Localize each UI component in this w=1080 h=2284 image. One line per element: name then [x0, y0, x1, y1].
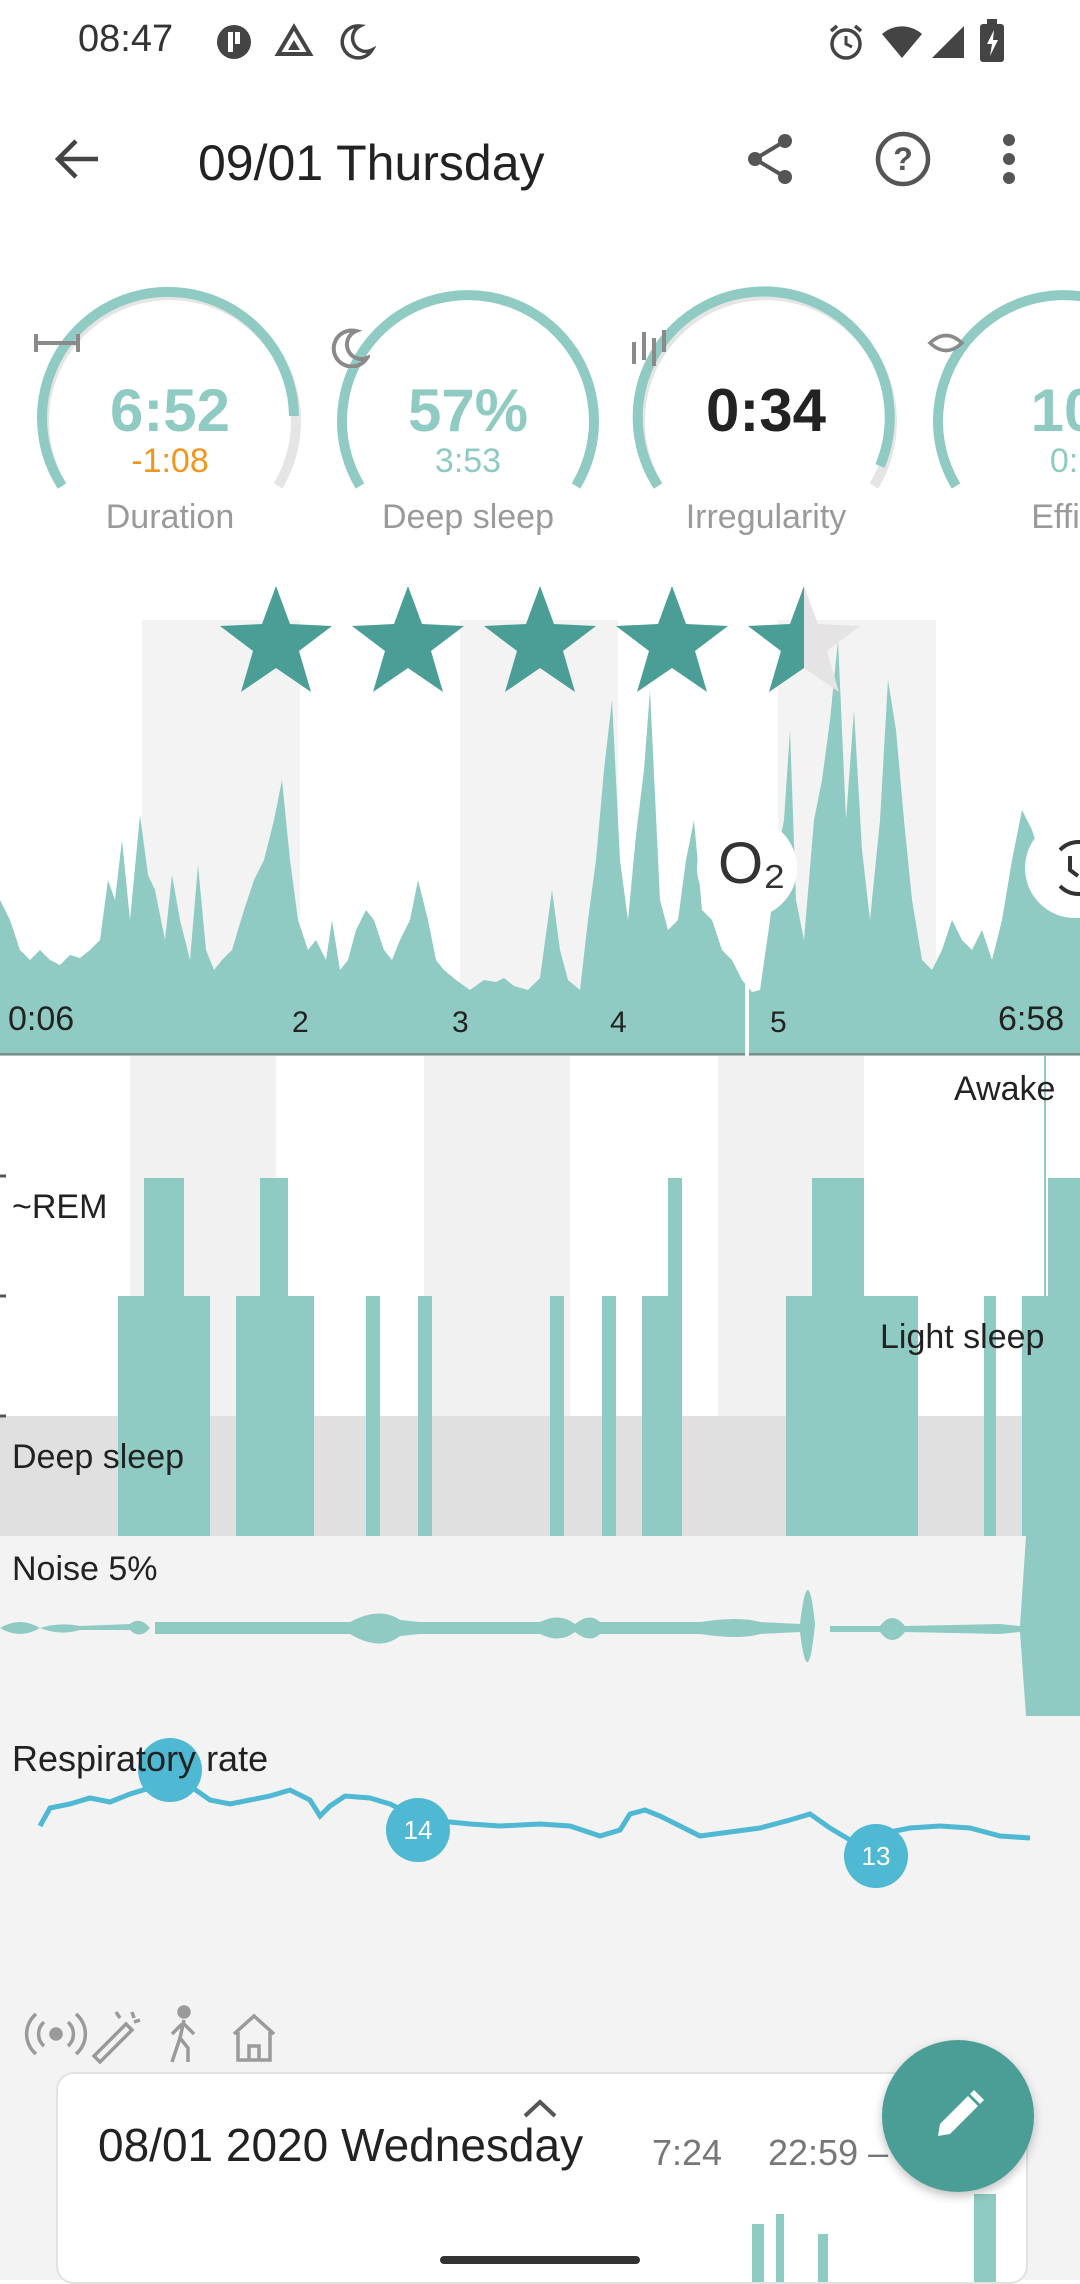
respiratory-marker: 13: [844, 1824, 908, 1888]
respiratory-peak-marker: [138, 1738, 202, 1802]
deep-sleep-label: Deep sleep: [381, 498, 554, 536]
chart-hour-tick: 4: [610, 1006, 627, 1039]
back-button[interactable]: [32, 114, 122, 204]
noise-and-respiration-svg: [0, 1536, 1080, 1843]
tag-icons-svg: [24, 2005, 276, 2065]
star-icon: [616, 586, 728, 692]
gauge-deep-sleep[interactable]: 57% 3:53 Deep sleep: [330, 266, 606, 546]
status-time: 08:47: [78, 18, 174, 60]
share-icon: [748, 134, 792, 184]
gauge-irregularity[interactable]: 0:34 Irregularity: [628, 266, 904, 546]
noise-label: Noise 5%: [12, 1550, 158, 1588]
deep-sleep-value: 57%: [407, 377, 529, 444]
star-half-icon: [748, 586, 860, 692]
do-not-disturb-moon-icon: [336, 22, 377, 67]
hypnogram[interactable]: Awake ~REM Light sleep Deep sleep: [0, 1056, 1080, 1536]
efficiency-label: Effic: [1031, 498, 1080, 536]
alarm-icon: [826, 22, 866, 67]
edit-fab-button[interactable]: [882, 2040, 1034, 2192]
hypnogram-svg: [0, 1056, 1080, 1536]
status-bar: 08:47: [0, 0, 1080, 84]
previous-night-card[interactable]: [56, 2072, 1028, 2284]
more-options-button[interactable]: [974, 114, 1044, 204]
stage-label-deep: Deep sleep: [12, 1438, 185, 1476]
page-title: 09/01 Thursday: [198, 135, 545, 191]
tag-icons-row[interactable]: [24, 2004, 294, 2069]
duration-value: 6:52: [109, 377, 231, 444]
chart-end-time: 6:58: [998, 1000, 1065, 1038]
duration-delta: -1:08: [131, 442, 209, 480]
oxygen-marker-icon[interactable]: O₂: [718, 831, 786, 896]
star-icon: [220, 586, 332, 692]
irregularity-value: 0:34: [705, 377, 827, 444]
respiratory-rate-label: Respiratory rate: [12, 1738, 269, 1779]
stage-label-awake: Awake: [954, 1070, 1056, 1108]
battery-charging-icon: [978, 18, 1006, 69]
arrow-left-icon: [54, 139, 98, 179]
wifi-icon: [880, 22, 924, 67]
duration-label: Duration: [105, 498, 235, 536]
card-mini-graph: [752, 2194, 996, 2282]
svg-text:?: ?: [893, 141, 913, 177]
chart-hour-tick: 3: [452, 1006, 469, 1039]
card-bedtime: 22:59 –: [768, 2132, 889, 2173]
chart-hour-tick: 2: [292, 1006, 309, 1039]
more-vert-icon: [1003, 134, 1015, 184]
star-icon: [484, 586, 596, 692]
app-notification-icon: [214, 22, 254, 67]
star-icon: [352, 586, 464, 692]
stage-label-rem: ~REM: [12, 1188, 108, 1226]
share-button[interactable]: [726, 114, 816, 204]
deep-sleep-time: 3:53: [434, 442, 502, 480]
efficiency-value: 10: [1030, 377, 1080, 444]
chart-start-time: 0:06: [8, 1000, 75, 1038]
efficiency-sub: 0:: [1049, 442, 1079, 480]
irregularity-label: Irregularity: [685, 498, 847, 536]
drive-icon: [274, 22, 314, 67]
gauge-efficiency[interactable]: 10 0: Effic: [926, 266, 1080, 546]
cell-signal-icon: [928, 22, 968, 67]
help-button[interactable]: ?: [858, 114, 948, 204]
help-icon: ?: [875, 131, 931, 187]
gesture-nav-bar[interactable]: [440, 2256, 640, 2264]
stage-label-light: Light sleep: [880, 1318, 1045, 1356]
chevron-up-icon: [523, 2099, 557, 2118]
card-date: 08/01 2020 Wednesday: [98, 2119, 584, 2171]
sleep-activity-graph[interactable]: 0:06 2 3 4 5 6:58 O₂: [0, 620, 1080, 1056]
chart-hour-tick: 5: [770, 1006, 787, 1039]
respiratory-marker: 14: [386, 1798, 450, 1862]
pencil-icon: [938, 2090, 984, 2136]
card-duration: 7:24: [652, 2132, 723, 2173]
gauge-duration[interactable]: 6:52 -1:08 Duration: [32, 266, 308, 546]
activity-graph-svg: [0, 620, 1080, 1056]
